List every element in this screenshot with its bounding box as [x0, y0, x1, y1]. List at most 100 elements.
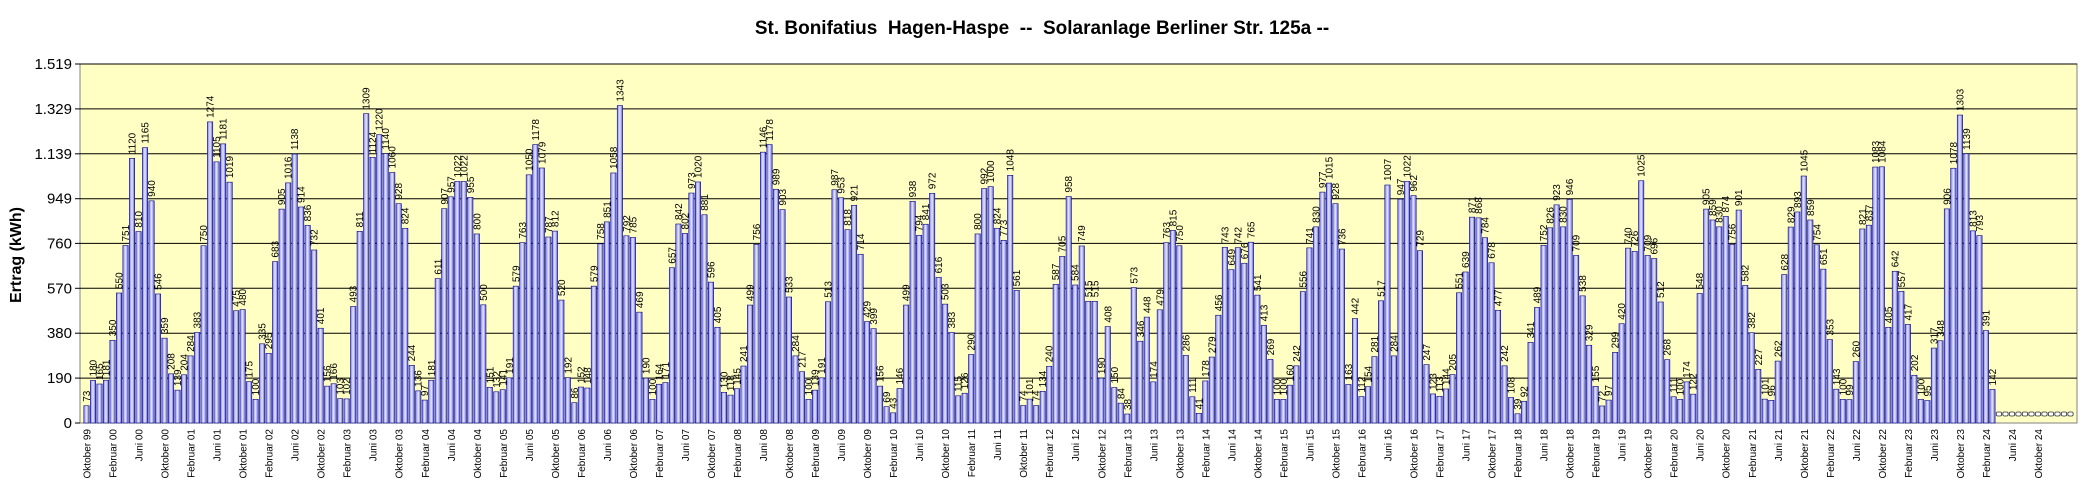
data-label: 946: [1565, 178, 1576, 195]
bar: [174, 389, 181, 424]
bar: [1820, 268, 1827, 424]
data-label: 794: [915, 214, 926, 231]
bar: [1417, 250, 1423, 424]
empty-bar-marker: [2034, 411, 2042, 417]
bar: [597, 243, 604, 424]
bar: [1657, 301, 1664, 424]
bar: [532, 144, 539, 424]
data-label: 678: [1487, 242, 1498, 259]
data-label: 405: [1884, 306, 1895, 323]
data-label: 1016: [284, 156, 295, 179]
data-label: 841: [921, 203, 932, 220]
bar: [1488, 262, 1495, 424]
data-label: 41: [1194, 398, 1205, 410]
bar: [694, 181, 701, 424]
data-label: 383: [193, 311, 204, 328]
bar: [304, 225, 311, 424]
bar: [1215, 314, 1222, 424]
x-tick-label: Oktober 07: [707, 429, 718, 479]
y-tick-label: 380: [47, 325, 72, 342]
data-label: 921: [850, 184, 861, 201]
bar: [83, 405, 90, 424]
bar: [831, 189, 838, 424]
data-label: 785: [628, 216, 639, 233]
data-label: 556: [1298, 270, 1309, 287]
bar: [278, 208, 285, 424]
data-label: 826: [1546, 207, 1557, 224]
data-label: 111: [1669, 377, 1680, 393]
data-label: 165: [95, 363, 106, 380]
bar: [851, 205, 858, 424]
x-tick-label: Juni 11: [993, 429, 1004, 461]
bar: [1046, 365, 1053, 424]
bar: [1534, 307, 1541, 424]
data-label: 1025: [1637, 154, 1648, 177]
bar: [233, 310, 240, 424]
bar: [870, 328, 877, 424]
bar: [1007, 175, 1014, 424]
x-tick-label: Juni 00: [135, 429, 146, 462]
bar: [1742, 285, 1749, 424]
data-label: 551: [1455, 272, 1466, 289]
bar: [1410, 195, 1417, 424]
bar: [187, 355, 194, 424]
bar: [877, 385, 884, 424]
data-label: 709: [1572, 234, 1583, 251]
x-tick-label: Oktober 22: [1878, 429, 1889, 479]
data-label: 611: [433, 258, 444, 274]
x-tick-label: Februar 19: [1592, 429, 1603, 478]
bar: [1208, 356, 1215, 424]
bar: [1111, 387, 1118, 424]
data-label: 992: [980, 167, 991, 184]
y-tick-label: 0: [64, 415, 72, 432]
data-label: 151: [485, 366, 496, 383]
bar: [1943, 208, 1950, 424]
data-label: 751: [121, 224, 132, 241]
data-label: 101: [1025, 378, 1036, 395]
x-tick-label: Juni 16: [1383, 429, 1394, 462]
empty-bar-marker: [2021, 411, 2029, 417]
x-tick-label: Oktober 08: [785, 429, 796, 479]
data-label: 202: [1910, 354, 1921, 371]
x-tick-label: Oktober 10: [941, 429, 952, 479]
data-label: 811: [355, 211, 366, 227]
bar: [200, 245, 207, 424]
data-label: 115: [954, 375, 965, 391]
bar: [1124, 413, 1131, 424]
bar: [961, 392, 968, 424]
data-label: 413: [1259, 304, 1270, 321]
data-label: 1146: [759, 126, 770, 148]
data-label: 113: [1435, 376, 1446, 392]
data-label: 154: [1363, 365, 1374, 382]
empty-bar-marker: [2047, 411, 2055, 417]
data-label: 499: [902, 284, 913, 301]
bar: [825, 301, 832, 424]
data-label: 1309: [362, 87, 373, 110]
data-label: 475: [232, 290, 243, 307]
bar: [1475, 217, 1482, 424]
data-label: 174: [1149, 361, 1160, 378]
data-label: 112: [1357, 376, 1368, 392]
bar: [1260, 325, 1267, 424]
bar: [1182, 355, 1189, 424]
data-label: 163: [1344, 363, 1355, 380]
bar: [161, 337, 168, 424]
x-tick-label: Februar 04: [421, 429, 432, 478]
x-tick-label: Februar 13: [1123, 429, 1134, 478]
bar: [1241, 262, 1248, 424]
data-label: 851: [602, 201, 613, 218]
data-label: 101: [1760, 378, 1771, 395]
data-label: 341: [1526, 321, 1537, 338]
bar: [298, 206, 305, 424]
bar: [1612, 352, 1619, 424]
bar: [421, 399, 428, 424]
bar: [148, 200, 155, 424]
data-label: 830: [1311, 206, 1322, 223]
data-label: 1139: [1962, 128, 1973, 150]
bar: [551, 230, 558, 424]
bar: [987, 186, 994, 424]
bar: [1586, 344, 1593, 424]
bar: [376, 134, 383, 424]
bar: [1221, 247, 1228, 424]
data-label: 1181: [219, 118, 230, 140]
